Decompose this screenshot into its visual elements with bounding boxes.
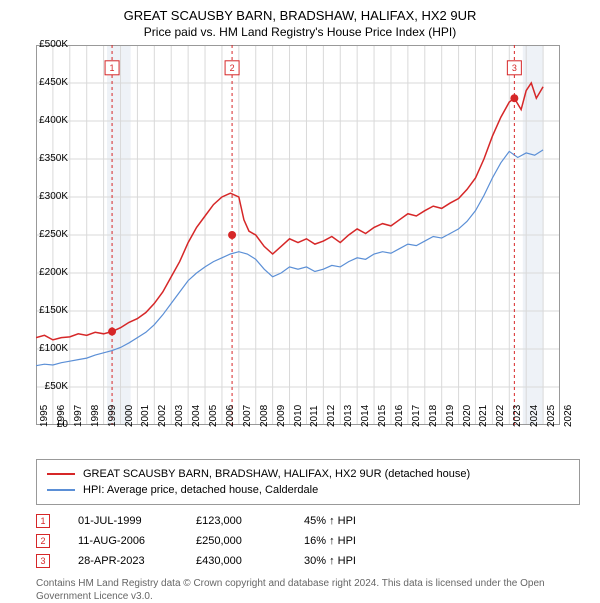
x-axis-tick-label: 2009: [276, 405, 287, 427]
svg-text:2: 2: [230, 63, 235, 73]
x-axis-tick-label: 2025: [546, 405, 557, 427]
legend-label: GREAT SCAUSBY BARN, BRADSHAW, HALIFAX, H…: [83, 468, 470, 480]
legend-label: HPI: Average price, detached house, Cald…: [83, 484, 318, 496]
x-axis-tick-label: 2001: [140, 405, 151, 427]
y-axis-tick-label: £450K: [18, 77, 68, 88]
y-axis-tick-label: £350K: [18, 153, 68, 164]
x-axis-tick-label: 1996: [56, 405, 67, 427]
svg-text:1: 1: [110, 63, 115, 73]
sale-marker: 2: [36, 534, 50, 548]
chart-subtitle: Price paid vs. HM Land Registry's House …: [0, 23, 600, 45]
x-axis-tick-label: 2010: [293, 405, 304, 427]
sale-row: 3 28-APR-2023 £430,000 30% ↑ HPI: [36, 551, 580, 571]
legend-item: GREAT SCAUSBY BARN, BRADSHAW, HALIFAX, H…: [47, 466, 569, 482]
y-axis-tick-label: £100K: [18, 343, 68, 354]
x-axis-tick-label: 2012: [326, 405, 337, 427]
x-axis-tick-label: 2014: [360, 405, 371, 427]
y-axis-tick-label: £500K: [18, 39, 68, 50]
sale-row: 1 01-JUL-1999 £123,000 45% ↑ HPI: [36, 511, 580, 531]
x-axis-tick-label: 2018: [428, 405, 439, 427]
y-axis-tick-label: £200K: [18, 267, 68, 278]
sale-row: 2 11-AUG-2006 £250,000 16% ↑ HPI: [36, 531, 580, 551]
attribution-text: Contains HM Land Registry data © Crown c…: [36, 577, 580, 603]
sale-delta: 30% ↑ HPI: [304, 555, 356, 567]
x-axis-tick-label: 2007: [242, 405, 253, 427]
x-axis-tick-label: 2023: [512, 405, 523, 427]
x-axis-tick-label: 2013: [343, 405, 354, 427]
x-axis-tick-label: 1998: [90, 405, 101, 427]
y-axis-tick-label: £50K: [18, 381, 68, 392]
x-axis-tick-label: 2016: [394, 405, 405, 427]
y-axis-tick-label: £400K: [18, 115, 68, 126]
x-axis-tick-label: 2008: [259, 405, 270, 427]
x-axis-tick-label: 2003: [174, 405, 185, 427]
sale-price: £123,000: [196, 515, 276, 527]
x-axis-tick-label: 2024: [529, 405, 540, 427]
x-axis-tick-label: 2000: [124, 405, 135, 427]
sale-delta: 45% ↑ HPI: [304, 515, 356, 527]
y-axis-tick-label: £300K: [18, 191, 68, 202]
sale-delta: 16% ↑ HPI: [304, 535, 356, 547]
x-axis-tick-label: 2019: [445, 405, 456, 427]
x-axis-tick-label: 2026: [563, 405, 574, 427]
x-axis-tick-label: 2015: [377, 405, 388, 427]
chart-plot: 1 2 3: [36, 45, 560, 425]
sale-date: 01-JUL-1999: [78, 515, 168, 527]
x-axis-tick-label: 2020: [462, 405, 473, 427]
svg-text:3: 3: [512, 63, 517, 73]
y-axis-tick-label: £150K: [18, 305, 68, 316]
legend-item: HPI: Average price, detached house, Cald…: [47, 482, 569, 498]
x-axis-tick-label: 1999: [107, 405, 118, 427]
x-axis-tick-label: 2004: [191, 405, 202, 427]
x-axis-tick-label: 1997: [73, 405, 84, 427]
sale-marker: 1: [36, 514, 50, 528]
x-axis-tick-label: 2021: [478, 405, 489, 427]
legend-swatch: [47, 473, 75, 475]
sale-price: £430,000: [196, 555, 276, 567]
x-axis-tick-label: 2002: [157, 405, 168, 427]
y-axis-tick-label: £250K: [18, 229, 68, 240]
sale-date: 28-APR-2023: [78, 555, 168, 567]
x-axis-tick-label: 1995: [39, 405, 50, 427]
x-axis-tick-label: 2017: [411, 405, 422, 427]
x-axis-tick-label: 2006: [225, 405, 236, 427]
x-axis-tick-label: 2011: [309, 405, 320, 427]
x-axis-tick-label: 2005: [208, 405, 219, 427]
sales-table: 1 01-JUL-1999 £123,000 45% ↑ HPI 2 11-AUG-200…: [36, 511, 580, 571]
sale-price: £250,000: [196, 535, 276, 547]
sale-date: 11-AUG-2006: [78, 535, 168, 547]
x-axis-tick-label: 2022: [495, 405, 506, 427]
sale-marker: 3: [36, 554, 50, 568]
chart-title: GREAT SCAUSBY BARN, BRADSHAW, HALIFAX, H…: [0, 0, 600, 23]
legend-swatch: [47, 489, 75, 491]
chart-area: 123 £0£50K£100K£150K£200K£250K£300K£350K…: [36, 45, 596, 425]
legend: GREAT SCAUSBY BARN, BRADSHAW, HALIFAX, H…: [36, 459, 580, 505]
